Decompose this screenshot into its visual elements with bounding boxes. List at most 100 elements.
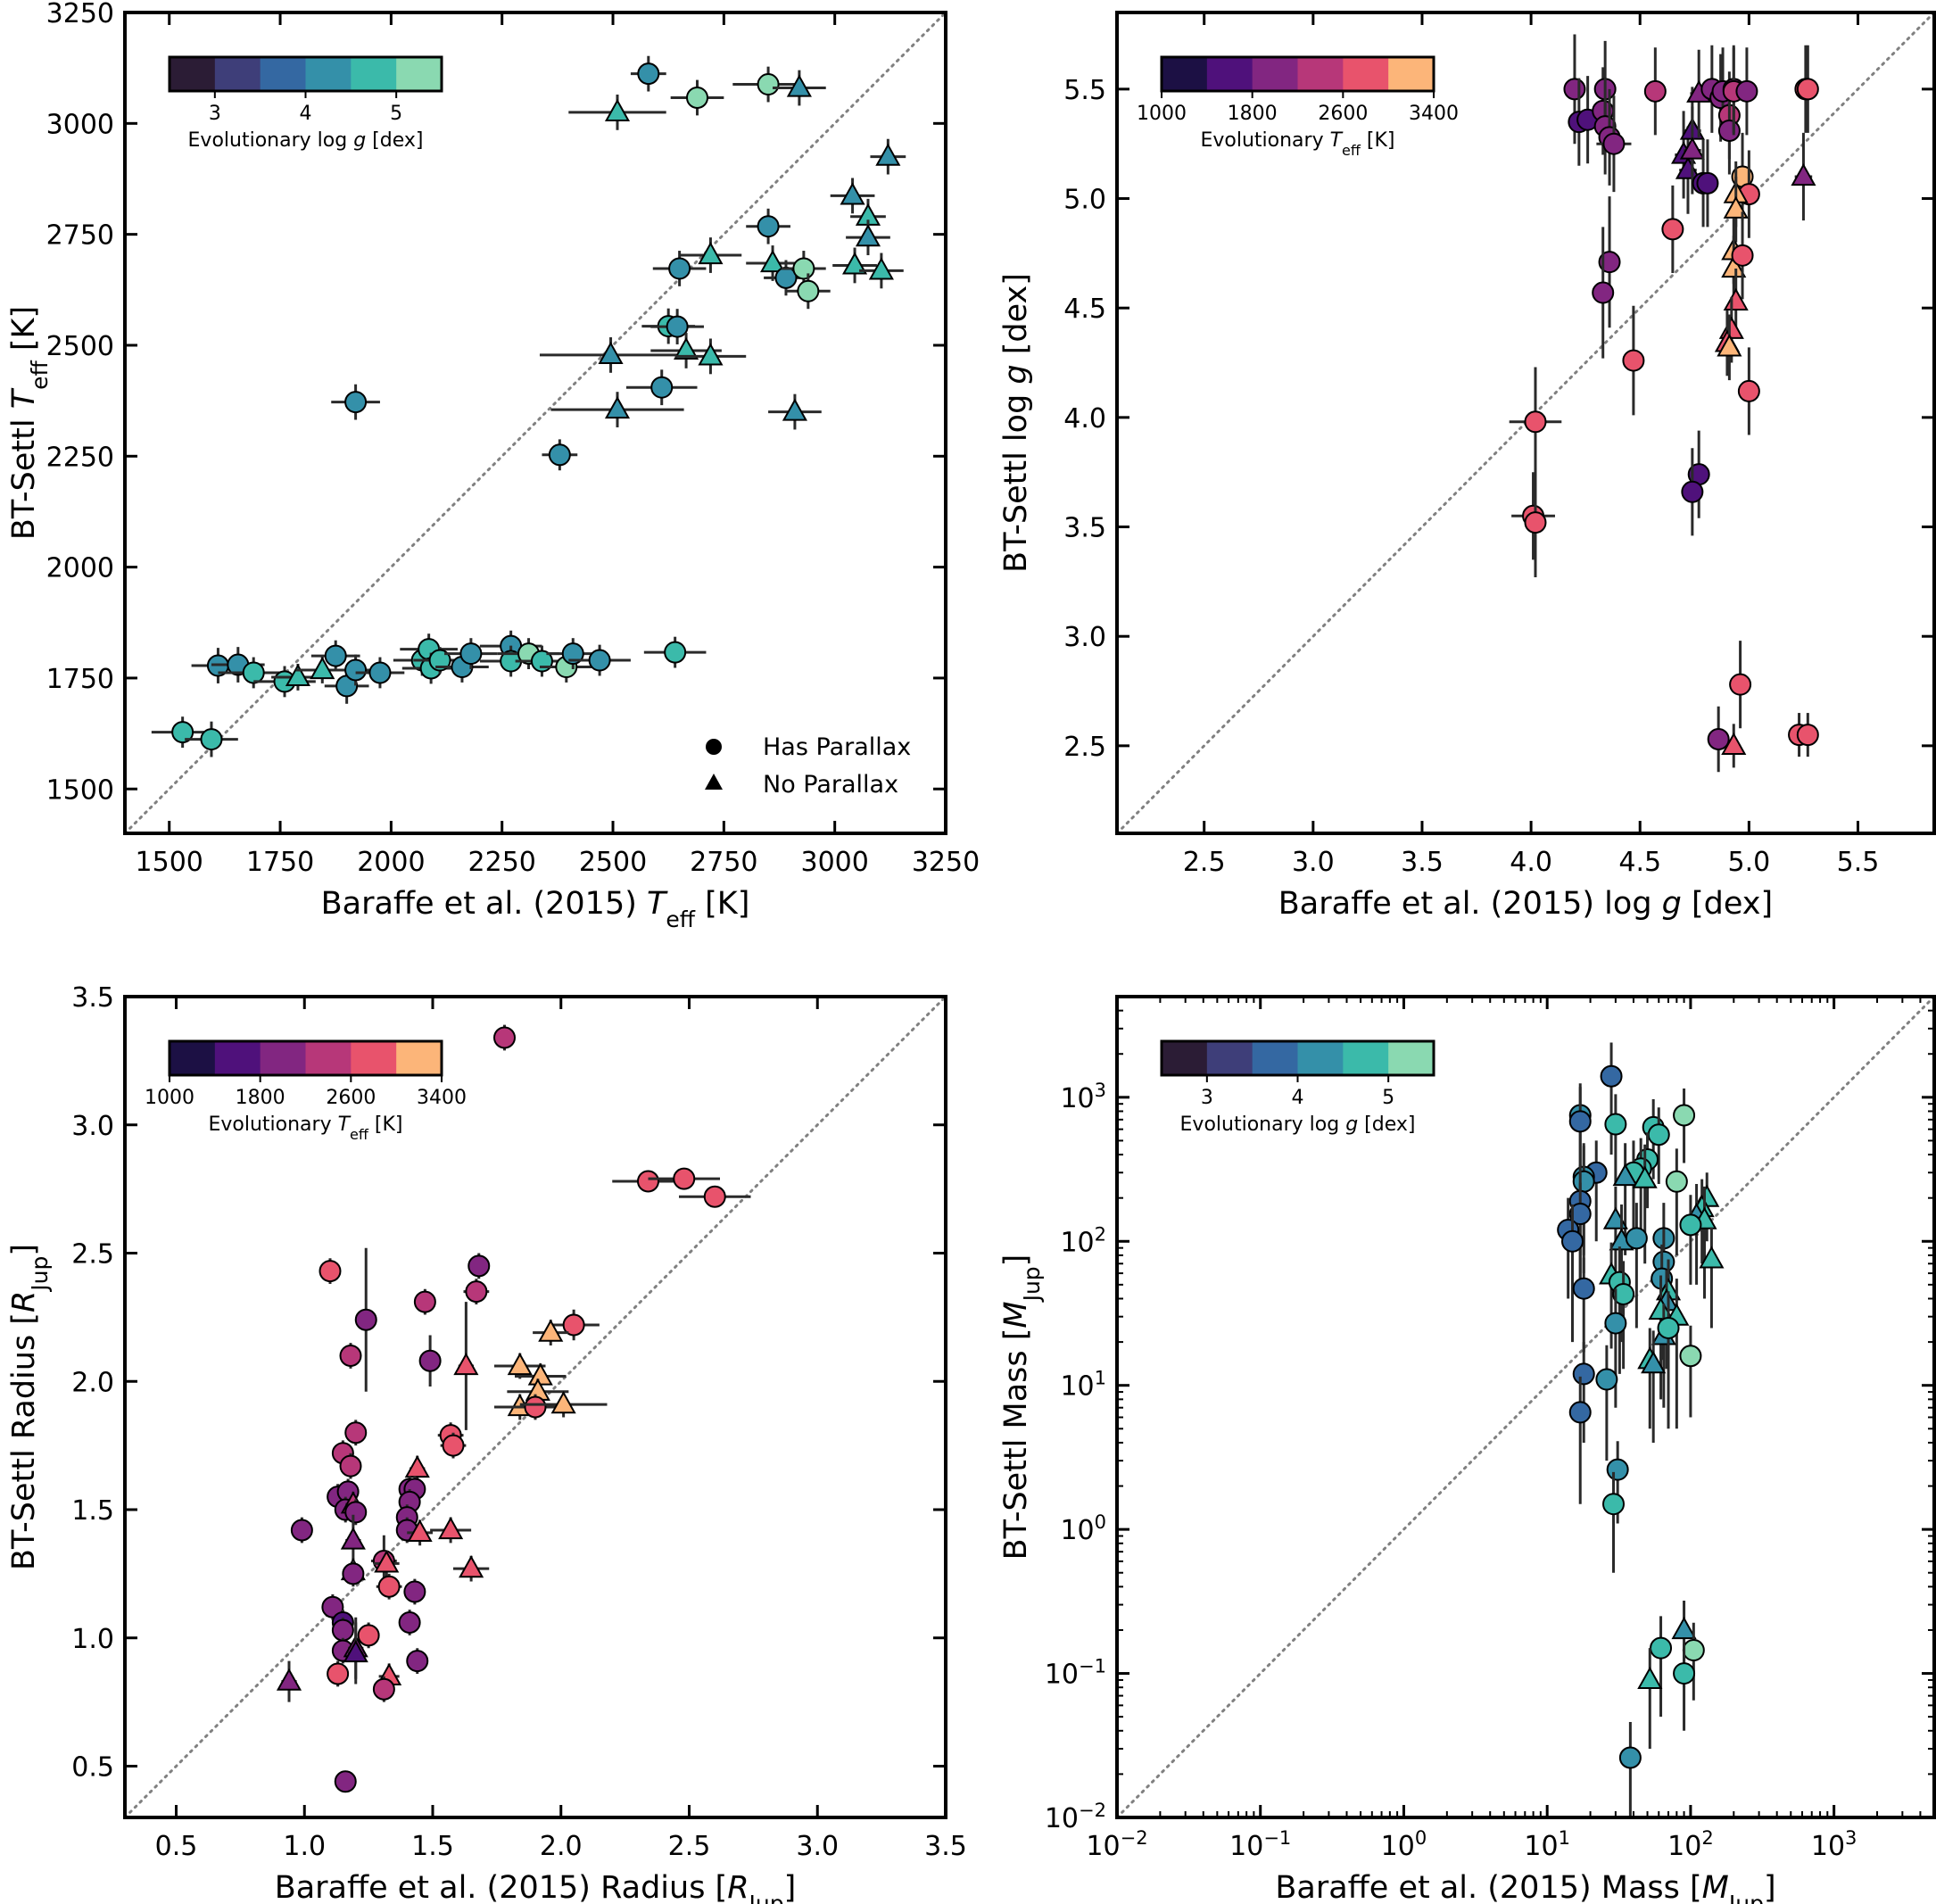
colorbar-label: Evolutionary log g [dex] <box>188 129 424 152</box>
colorbar-segment <box>1162 57 1208 91</box>
data-point-circle <box>459 642 483 666</box>
axis-ticks: 1500 1750 2000 2250 2500 2750 3000 3250 1500 1750… <box>46 0 980 878</box>
x-tick-label: 2750 <box>690 847 757 878</box>
data-point-circle <box>467 1254 491 1278</box>
x-tick-label: 2250 <box>468 847 536 878</box>
data-point-triangle <box>698 343 724 366</box>
data-point-circle <box>650 376 674 399</box>
colorbar-tick-label: 3 <box>1201 1087 1213 1109</box>
data-point-circle <box>1595 1368 1618 1391</box>
colorbar: 3 4 5 Evolutionary log g [dex] <box>161 48 451 171</box>
y-tick-label: 3.5 <box>71 982 114 1014</box>
colorbar-segment <box>1206 1041 1253 1075</box>
plot-frame <box>123 11 947 835</box>
data-point-triangle <box>374 1550 400 1573</box>
data-point-triangle <box>453 1352 479 1376</box>
y-tick-label: 100 <box>1060 1511 1106 1546</box>
data-point-circle <box>1563 78 1586 101</box>
x-tick-label: 3.0 <box>1292 847 1335 878</box>
colorbar-segment <box>170 57 216 91</box>
data-point-circle <box>1600 1064 1623 1088</box>
data-point-triangle <box>1679 137 1705 160</box>
colorbar-tick-label: 2600 <box>1318 103 1368 125</box>
x-tick-label: 1.0 <box>283 1831 326 1862</box>
data-point-circle <box>703 1185 726 1208</box>
data-point-circle <box>372 1677 395 1701</box>
data-point-circle <box>1602 1493 1626 1516</box>
y-tick-label: 3250 <box>46 0 114 29</box>
y-tick-label: 3.0 <box>1063 622 1106 653</box>
data-point-circle <box>1796 78 1819 101</box>
y-axis-label: BT-Settl Teff [K] <box>6 306 53 540</box>
plot-frame <box>123 995 947 1819</box>
x-tick-label: 2.0 <box>540 1831 583 1862</box>
data-point-triangle <box>1791 162 1816 186</box>
data-point-triangle <box>841 252 868 275</box>
colorbar-segment <box>396 1041 443 1075</box>
data-point-triangle <box>343 1639 368 1663</box>
data-point-circle <box>1524 511 1547 534</box>
data-point-triangle <box>340 1527 366 1550</box>
data-point-circle <box>757 73 780 96</box>
axis-ticks: 10−2 10−1 100 101 102 103 10−2 10−1 100 101 102 103 <box>1045 996 1935 1862</box>
colorbar-segment <box>1388 1041 1435 1075</box>
data-point-circle <box>1682 1639 1705 1662</box>
data-point-triangle <box>550 1391 576 1414</box>
panel-4: 10−2 10−1 100 101 102 103 10−2 10−1 100 101 102 103… <box>998 995 1936 1904</box>
x-tick-label: 4.0 <box>1510 847 1552 878</box>
data-point-triangle <box>1648 1296 1674 1320</box>
data-point-circle <box>1592 281 1615 304</box>
axis-ticks: 0.5 1.0 1.5 2.0 2.5 3.0 3.5 0.5 1.0 1.5 2.0 2.5 3.0 3… <box>71 982 967 1862</box>
y-tick-label: 4.5 <box>1063 294 1106 325</box>
legend: Has Parallax No Parallax <box>705 733 911 799</box>
colorbar-segment <box>305 1041 352 1075</box>
x-axis-label: Baraffe et al. (2015) Teff [K] <box>321 886 750 932</box>
y-tick-label: 2.0 <box>71 1367 114 1398</box>
data-point-circle <box>1673 1662 1696 1685</box>
data-point-triangle <box>598 341 624 365</box>
data-point-triangle <box>285 663 311 687</box>
data-point-circle <box>357 1624 380 1647</box>
colorbar-tick-label: 1800 <box>236 1087 285 1109</box>
data-point-triangle <box>759 249 786 273</box>
legend-no-parallax: No Parallax <box>763 771 898 799</box>
y-axis-label: BT-Settl Radius [RJup] <box>6 1244 53 1570</box>
x-tick-label: 2500 <box>579 847 647 878</box>
data-points <box>151 55 906 757</box>
y-tick-label: 1.0 <box>71 1624 114 1655</box>
data-point-triangle <box>1718 316 1744 339</box>
data-point-circle <box>1572 1170 1595 1193</box>
data-point-circle <box>1602 132 1626 155</box>
data-point-circle <box>339 1454 362 1478</box>
y-tick-label: 101 <box>1060 1368 1106 1403</box>
colorbar-tick-label: 1800 <box>1228 103 1278 125</box>
legend-triangle-marker <box>705 774 723 790</box>
colorbar-segment <box>214 57 261 91</box>
x-tick-label: 10−1 <box>1229 1827 1291 1862</box>
data-point-triangle <box>1637 1666 1663 1690</box>
data-point-circle <box>1735 79 1758 103</box>
data-point-circle <box>368 661 392 684</box>
y-tick-label: 1750 <box>46 664 114 695</box>
data-point-circle <box>398 1611 421 1634</box>
legend-has-parallax: Has Parallax <box>763 733 911 761</box>
colorbar-label: Evolutionary log g [dex] <box>1180 1113 1416 1136</box>
data-point-circle <box>1604 1312 1627 1335</box>
data-point-circle <box>1568 1203 1592 1226</box>
data-point-circle <box>1618 1746 1642 1769</box>
x-tick-label: 103 <box>1811 1827 1857 1862</box>
data-point-circle <box>686 86 709 109</box>
data-point-triangle <box>1632 1165 1658 1188</box>
data-point-circle <box>561 642 584 666</box>
data-point-circle <box>324 644 347 667</box>
one-to-one-line <box>125 12 946 833</box>
data-point-triangle <box>868 257 894 280</box>
data-point-circle <box>344 1421 368 1445</box>
data-point-triangle <box>875 143 901 166</box>
data-point-circle <box>588 649 611 672</box>
colorbar-segment <box>1252 1041 1298 1075</box>
data-point-circle <box>1665 1170 1688 1193</box>
axis-ticks: 2.5 3.0 3.5 4.0 4.5 5.0 5.5 2.5 3.0 3.5 4.0 4.5 5.0 5… <box>1063 12 1934 878</box>
data-point-triangle <box>840 182 865 205</box>
colorbar-tick-label: 5 <box>1382 1087 1394 1109</box>
